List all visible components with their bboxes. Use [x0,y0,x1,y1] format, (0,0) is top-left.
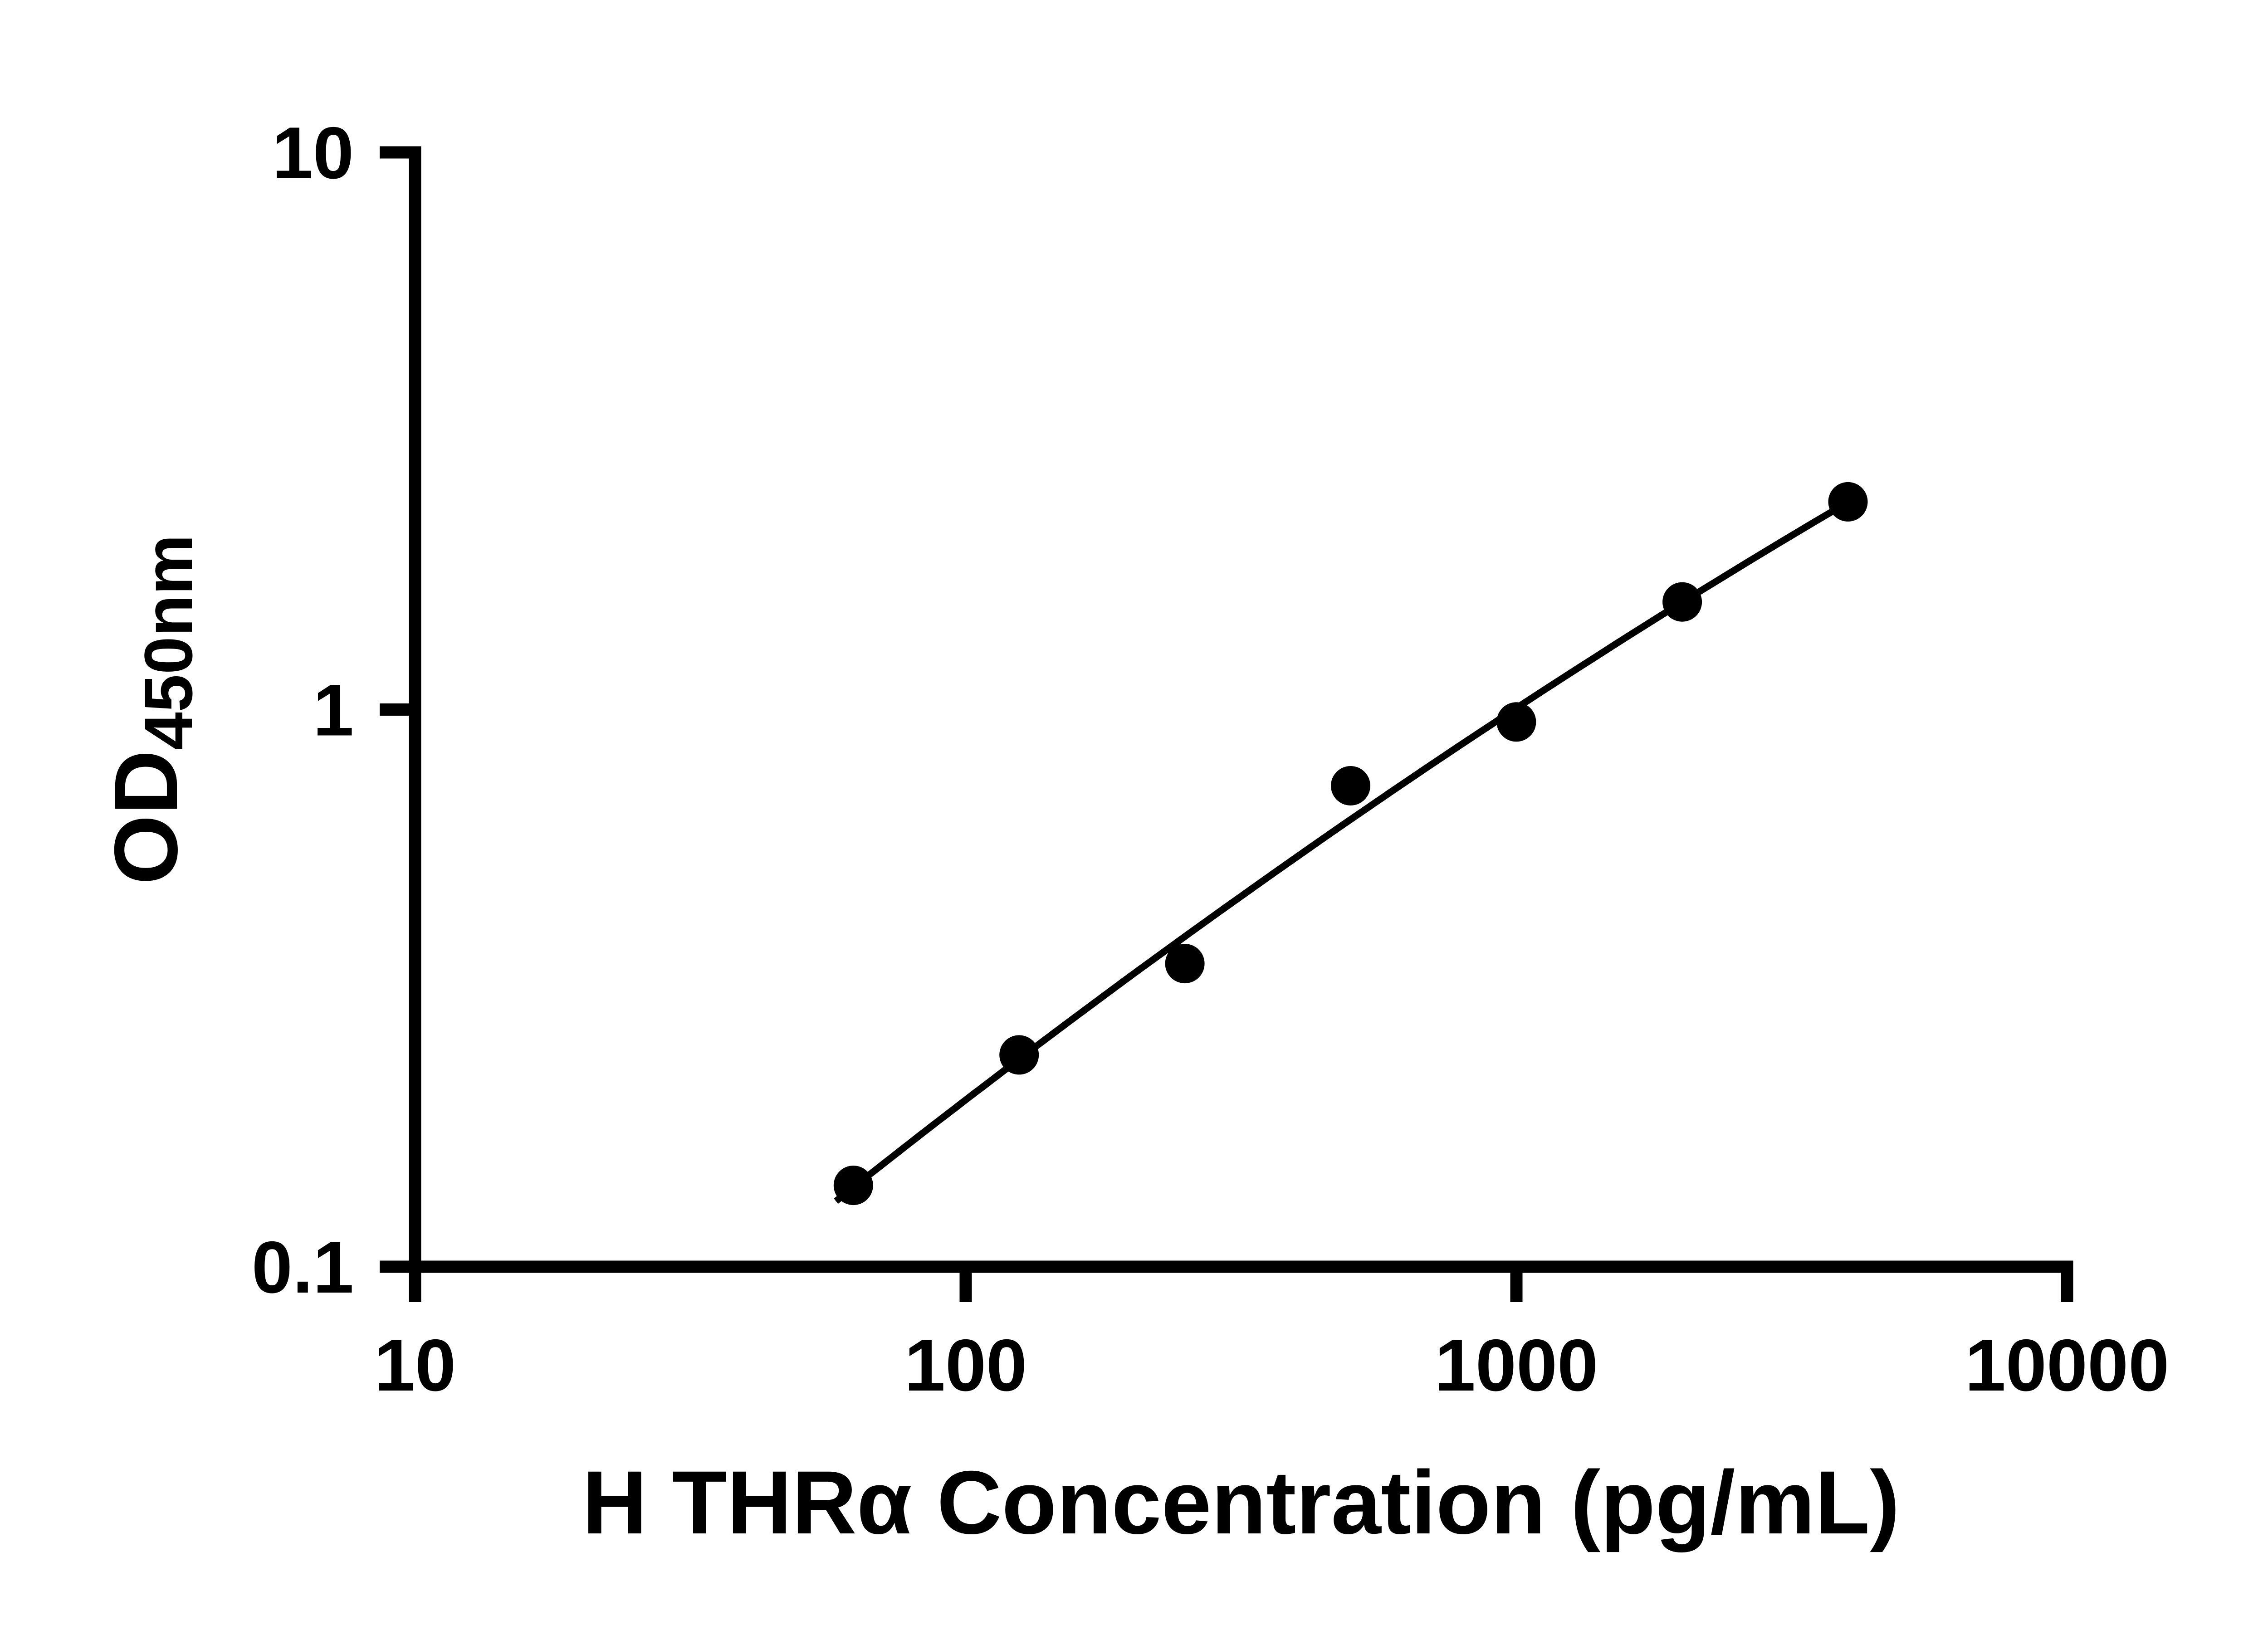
x-axis-tick-label: 1000 [1435,1324,1598,1406]
y-axis-tick-label: 0.1 [252,1226,354,1308]
data-point [1662,582,1702,622]
data-point [999,1035,1039,1075]
data-point [1828,482,1868,522]
data-point [1165,944,1205,984]
data-point [833,1166,873,1206]
x-axis-tick-label: 100 [904,1324,1027,1406]
data-point [1496,702,1536,742]
x-axis-tick-label: 10 [374,1324,456,1406]
y-axis-tick-label: 1 [313,669,354,752]
y-axis-title-main: OD [96,750,196,885]
y-axis-tick-label: 10 [272,112,354,194]
x-axis-tick-label: 10000 [1965,1324,2169,1406]
x-axis-title: H THRα Concentration (pg/mL) [582,1452,1900,1552]
data-point [1331,766,1370,805]
y-axis-title: OD450nm [96,534,206,884]
y-axis-title-subscript: 450nm [130,534,206,750]
